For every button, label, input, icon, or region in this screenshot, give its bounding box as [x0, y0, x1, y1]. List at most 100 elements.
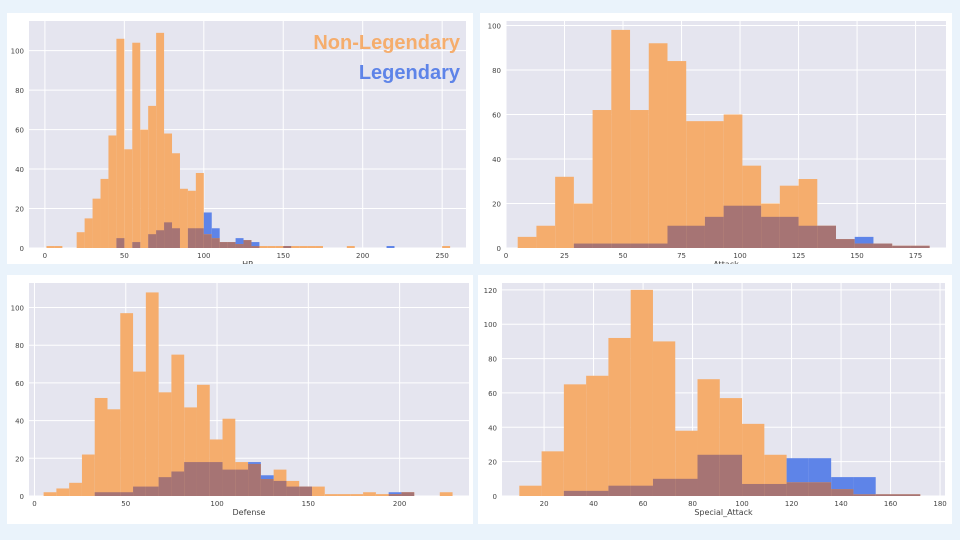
bar-non-legendary [442, 246, 451, 248]
bar-overlap [563, 490, 587, 496]
bar-non-legendary [94, 397, 108, 496]
y-tick-label: 80 [492, 67, 501, 75]
bar-overlap [260, 479, 274, 496]
bar-overlap [573, 243, 593, 248]
x-tick-label: 200 [393, 500, 406, 508]
bar-overlap [94, 492, 108, 496]
bar-legendary [386, 246, 395, 248]
bar-non-legendary [81, 454, 95, 496]
bar-overlap [148, 234, 157, 248]
bar-overlap [764, 483, 787, 496]
bar-non-legendary [311, 486, 325, 496]
bar-overlap [273, 480, 287, 496]
bar-non-legendary [630, 110, 649, 248]
bar-overlap [184, 462, 197, 496]
bar-overlap [719, 454, 743, 496]
x-tick-label: 120 [785, 500, 798, 508]
bar-legendary [808, 458, 832, 483]
bar-legendary [251, 242, 260, 247]
bar-non-legendary [140, 129, 149, 248]
bar-overlap [817, 225, 836, 248]
bar-non-legendary [164, 133, 173, 248]
bar-legendary [211, 228, 220, 239]
y-tick-label: 40 [15, 166, 24, 174]
bar-non-legendary [100, 178, 109, 248]
chart-panel-attack: 0 20 40 60 80 100 0 25 50 75 100 125 150 175 Attack [480, 13, 952, 264]
x-tick-label: 20 [540, 500, 549, 508]
y-tick-label: 20 [15, 455, 24, 463]
bar-non-legendary [337, 494, 351, 496]
bar-overlap [630, 243, 649, 248]
x-tick-label: 80 [688, 500, 697, 508]
bar-non-legendary [630, 289, 653, 496]
bar-overlap [873, 243, 893, 248]
bar-non-legendary [324, 494, 338, 496]
bar-non-legendary [43, 492, 57, 496]
bar-non-legendary [704, 121, 724, 248]
bar-overlap [132, 242, 141, 248]
bar-overlap [836, 239, 855, 248]
bar-non-legendary [195, 172, 204, 248]
y-tick-label: 20 [492, 200, 501, 208]
bar-non-legendary [291, 246, 300, 248]
bar-non-legendary [686, 121, 705, 248]
bar-non-legendary [307, 246, 316, 248]
bar-overlap [203, 234, 212, 248]
y-tick-label: 100 [488, 22, 501, 30]
bar-overlap [164, 222, 173, 248]
y-tick-label: 0 [493, 493, 497, 501]
bar-non-legendary [275, 246, 284, 248]
bar-overlap [652, 478, 676, 496]
bar-non-legendary [439, 492, 453, 496]
bar-overlap [875, 494, 898, 496]
bar-non-legendary [107, 409, 121, 496]
x-tick-label: 160 [884, 500, 897, 508]
bar-overlap [910, 245, 930, 248]
bar-non-legendary [586, 375, 609, 496]
bar-non-legendary [346, 246, 355, 248]
y-tick-label: 100 [11, 305, 24, 313]
bar-overlap [158, 477, 172, 496]
bar-overlap [235, 244, 244, 248]
x-tick-label: 0 [32, 500, 36, 508]
bar-non-legendary [84, 218, 93, 248]
x-tick-label: 200 [356, 252, 369, 260]
x-tick-label: 150 [302, 500, 315, 508]
bar-non-legendary [742, 423, 765, 496]
bar-overlap [808, 482, 832, 496]
bar-non-legendary [156, 32, 165, 248]
bar-legendary [831, 477, 854, 490]
bar-overlap [592, 243, 612, 248]
bar-overlap [211, 238, 220, 248]
bar-overlap [107, 492, 121, 496]
bar-non-legendary [541, 451, 564, 496]
bar-non-legendary [611, 29, 631, 248]
bar-overlap [608, 485, 631, 496]
y-tick-label: 0 [20, 245, 24, 253]
bar-non-legendary [158, 392, 172, 496]
bar-overlap [831, 489, 854, 496]
x-tick-label: 75 [677, 252, 686, 260]
bar-non-legendary [148, 105, 157, 248]
y-tick-label: 80 [15, 87, 24, 95]
x-tick-label: 60 [639, 500, 648, 508]
bar-overlap [630, 485, 653, 496]
y-tick-label: 60 [492, 111, 501, 119]
bar-non-legendary [592, 110, 612, 248]
bar-overlap [222, 469, 236, 496]
x-tick-label: 25 [560, 252, 569, 260]
bar-overlap [675, 478, 698, 496]
bar-non-legendary [124, 149, 133, 248]
bar-non-legendary [133, 371, 146, 496]
x-tick-label: 150 [277, 252, 290, 260]
x-tick-label: 0 [504, 252, 508, 260]
bar-overlap [299, 486, 312, 496]
y-tick-label: 60 [488, 390, 497, 398]
bar-overlap [133, 486, 146, 496]
bar-overlap [172, 228, 180, 248]
bar-overlap [219, 242, 228, 248]
bar-non-legendary [563, 384, 587, 496]
bar-non-legendary [92, 198, 101, 248]
bar-overlap [195, 228, 204, 248]
bar-non-legendary [69, 482, 82, 496]
